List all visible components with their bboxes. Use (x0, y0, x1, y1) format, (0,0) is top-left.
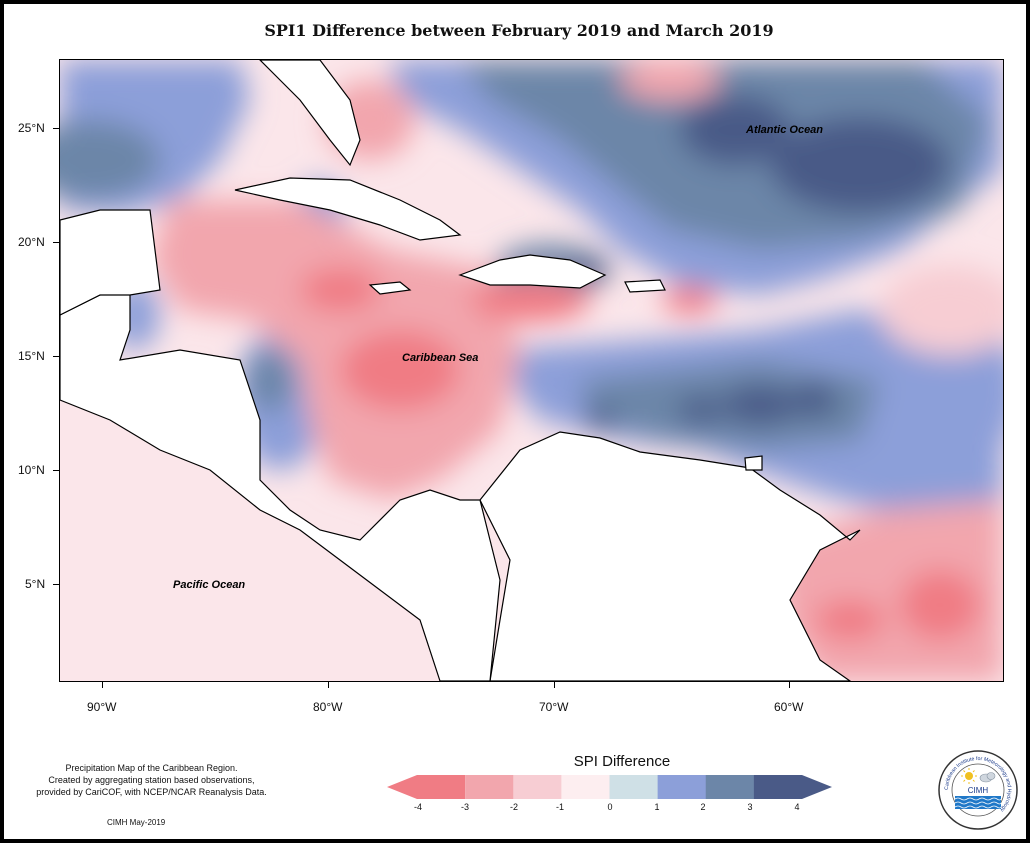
legend-tick-label: -3 (460, 802, 469, 812)
spi-dry-lesser-antilles (662, 286, 718, 314)
y-tick-mark (53, 128, 59, 129)
spi-max-atlantic-east (770, 117, 950, 213)
cloud-icon (979, 772, 996, 783)
ocean-label-caribbean: Caribbean Sea (402, 352, 478, 364)
spi-wet-gulf-core (60, 120, 160, 200)
x-tick-80w: 80°W (313, 700, 343, 714)
legend-tick-label: 0 (607, 802, 613, 812)
y-tick-5n: 5°N (25, 577, 46, 591)
legend-tick-label: 4 (794, 802, 800, 812)
map-panel: Atlantic Ocean Caribbean Sea Pacific Oce… (59, 59, 1004, 682)
land-masses (60, 60, 861, 681)
y-tick-10n: 10°N (18, 463, 45, 477)
south-america-land (479, 431, 861, 681)
spi-min-caribbean-south (340, 330, 460, 410)
spi-wet-central-america-core (246, 348, 294, 412)
florida-land (259, 60, 361, 167)
legend-colorbar (387, 775, 832, 799)
legend-tick-label: 3 (747, 802, 753, 812)
spi-dry-atlantic-n (620, 60, 720, 100)
legend-swatch (387, 775, 466, 799)
logo-text: CIMH (968, 786, 989, 795)
spi-min-caribbean-central (470, 278, 590, 322)
credit-line-1: Precipitation Map of the Caribbean Regio… (65, 763, 238, 773)
legend-tick-label: 2 (700, 802, 706, 812)
legend-swatch (705, 775, 755, 799)
x-tick-70w: 70°W (539, 700, 569, 714)
y-tick-15n: 15°N (18, 349, 45, 363)
x-tick-90w: 90°W (87, 700, 117, 714)
y-tick-25n: 25°N (18, 121, 45, 135)
waves-icon (954, 796, 1002, 809)
spi-min-caribbean-west (300, 268, 380, 312)
legend-swatch (609, 775, 659, 799)
y-tick-mark (53, 470, 59, 471)
credit-line-2: Created by aggregating station based obs… (48, 775, 255, 785)
x-tick-mark (328, 682, 329, 688)
legend-swatch (513, 775, 562, 799)
yucatan-land (60, 209, 161, 316)
cuba-land (234, 177, 462, 241)
ocean-labels: Atlantic Ocean Caribbean Sea Pacific Oce… (173, 124, 823, 591)
y-tick-mark (53, 584, 59, 585)
legend-swatch (753, 775, 832, 799)
spi-min-guianas-west (815, 600, 885, 640)
legend-tick-label: -2 (509, 802, 518, 812)
central-america-land (60, 289, 501, 681)
spi-map: Atlantic Ocean Caribbean Sea Pacific Oce… (60, 60, 1003, 681)
spi-dry-western-caribbean (150, 200, 520, 500)
y-tick-20n: 20°N (18, 235, 45, 249)
spi-max-atlantic-west (680, 95, 790, 165)
spi-field (60, 60, 1003, 681)
puerto-rico-land (624, 279, 666, 293)
spi-dry-atlantic-ne (880, 265, 1003, 355)
y-tick-mark (53, 356, 59, 357)
x-tick-mark (554, 682, 555, 688)
x-tick-mark (102, 682, 103, 688)
jamaica-land (368, 281, 412, 295)
x-tick-mark (789, 682, 790, 688)
legend-swatch (465, 775, 514, 799)
spi-max-windward-4 (584, 408, 616, 432)
ocean-label-pacific: Pacific Ocean (173, 579, 245, 591)
spi-max-windward-2 (793, 382, 837, 418)
legend-title: SPI Difference (573, 753, 671, 770)
spi-max-windward-1 (722, 385, 798, 425)
legend-swatch (561, 775, 610, 799)
ocean-label-atlantic: Atlantic Ocean (745, 124, 823, 136)
legend-tick-label: -1 (555, 802, 564, 812)
credit-text: Precipitation Map of the Caribbean Regio… (9, 762, 294, 798)
trinidad-land (744, 455, 763, 471)
sun-icon (961, 768, 977, 784)
credit-line-3: provided by CariCOF, with NCEP/NCAR Rean… (36, 787, 267, 797)
spi-max-windward-3 (678, 396, 722, 424)
legend-swatch (657, 775, 707, 799)
spi-min-guianas (900, 570, 980, 640)
legend-tick-label: 1 (654, 802, 660, 812)
hispaniola-land (458, 254, 607, 289)
map-title: SPI1 Difference between February 2019 an… (264, 21, 774, 40)
legend-tick-label: -4 (413, 802, 422, 812)
credit-date: CIMH May-2019 (107, 818, 166, 827)
y-tick-mark (53, 242, 59, 243)
cimh-logo: Caribbean Institute for Meteorology and … (938, 750, 1018, 830)
x-tick-60w: 60°W (774, 700, 804, 714)
